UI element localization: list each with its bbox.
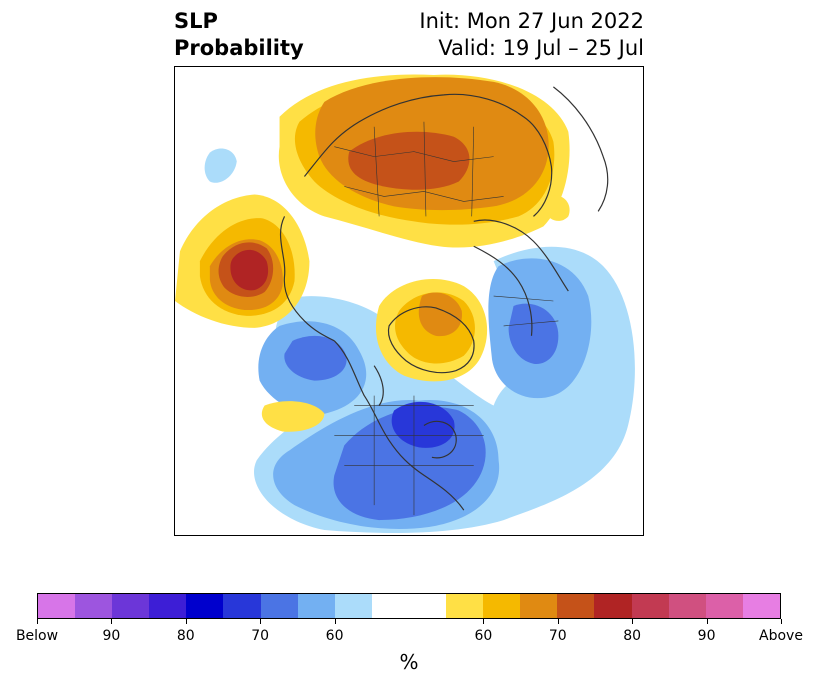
prob-below-90 xyxy=(391,401,455,448)
title-variable: SLP xyxy=(174,9,218,33)
map-dates: Init: Mon 27 Jun 2022 Valid: 19 Jul – 25… xyxy=(419,8,644,62)
colorbar-tick-label: Below xyxy=(15,628,59,644)
colorbar-tick-label: 80 xyxy=(623,628,642,644)
colorbar-tick-mark xyxy=(781,619,782,624)
colorbar-tick-mark xyxy=(483,619,485,624)
title-product: Probability xyxy=(174,36,304,60)
colorbar-tick-mark xyxy=(37,619,38,624)
colorbar-unit: % xyxy=(399,650,419,674)
political-borders xyxy=(334,121,559,516)
colorbar-swatch xyxy=(186,594,224,618)
colorbar-swatch xyxy=(297,594,335,618)
colorbar-swatch xyxy=(112,594,150,618)
colorbar-swatch xyxy=(334,594,372,618)
colorbar-tick-mark xyxy=(557,619,559,624)
colorbar-swatch xyxy=(631,594,669,618)
colorbar-tick-label: 90 xyxy=(102,628,121,644)
colorbar-swatch xyxy=(705,594,743,618)
colorbar-swatch xyxy=(742,594,780,618)
colorbar-tick-mark xyxy=(111,619,113,624)
colorbar-tick-label: 90 xyxy=(697,628,716,644)
colorbar-swatch xyxy=(446,594,484,618)
colorbar-tick-label: 80 xyxy=(176,628,195,644)
colorbar-tick-mark xyxy=(334,619,336,624)
colorbar-swatch xyxy=(260,594,298,618)
colorbar-tick-label: 70 xyxy=(251,628,270,644)
colorbar-tick-label: 70 xyxy=(548,628,567,644)
colorbar-swatch xyxy=(594,594,632,618)
colorbar-tick-mark xyxy=(706,619,708,624)
colorbar-swatch xyxy=(520,594,558,618)
colorbar-tick-mark xyxy=(260,619,262,624)
colorbar-swatch xyxy=(483,594,521,618)
colorbar-swatch xyxy=(75,594,113,618)
probability-map xyxy=(174,66,644,536)
colorbar-swatch xyxy=(223,594,261,618)
valid-dates: Valid: 19 Jul – 25 Jul xyxy=(438,36,644,60)
prob-above-max xyxy=(230,249,269,291)
colorbar-tick-mark xyxy=(185,619,187,624)
colorbar-tick-mark xyxy=(632,619,634,624)
colorbar-swatch xyxy=(371,594,409,618)
colorbar-swatch xyxy=(149,594,187,618)
map-title: SLP Probability xyxy=(174,8,304,62)
colorbar-tick-label: 60 xyxy=(325,628,344,644)
colorbar-swatch xyxy=(408,594,447,618)
colorbar-swatch xyxy=(557,594,595,618)
colorbar-tick-label: 60 xyxy=(474,628,493,644)
colorbar-swatch xyxy=(38,594,76,618)
colorbar-swatch xyxy=(668,594,706,618)
init-date: Init: Mon 27 Jun 2022 xyxy=(419,9,644,33)
colorbar-tick-label: Above xyxy=(759,628,803,644)
map-canvas xyxy=(175,74,635,533)
colorbar xyxy=(37,593,781,619)
